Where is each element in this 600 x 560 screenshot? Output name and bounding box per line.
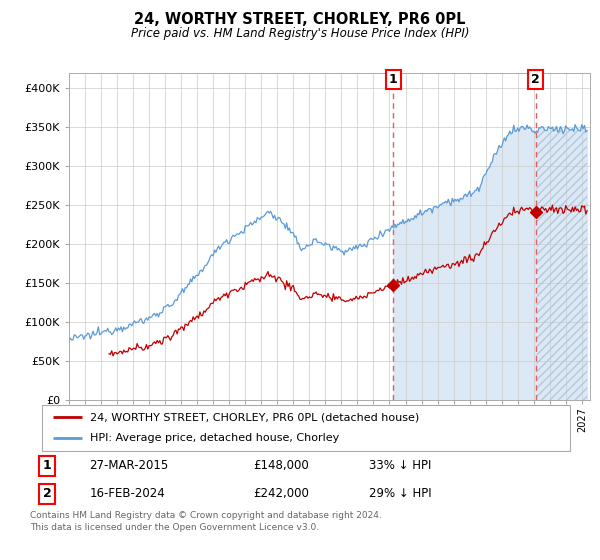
- Text: 2: 2: [43, 487, 52, 501]
- Text: 29% ↓ HPI: 29% ↓ HPI: [370, 487, 432, 501]
- Text: 2: 2: [531, 73, 540, 86]
- Text: 33% ↓ HPI: 33% ↓ HPI: [370, 459, 432, 473]
- Text: 1: 1: [389, 73, 398, 86]
- FancyBboxPatch shape: [42, 405, 570, 451]
- Text: 16-FEB-2024: 16-FEB-2024: [89, 487, 165, 501]
- Text: Price paid vs. HM Land Registry's House Price Index (HPI): Price paid vs. HM Land Registry's House …: [131, 27, 469, 40]
- Text: HPI: Average price, detached house, Chorley: HPI: Average price, detached house, Chor…: [89, 433, 339, 444]
- Text: £242,000: £242,000: [253, 487, 309, 501]
- Text: 1: 1: [43, 459, 52, 473]
- Text: 24, WORTHY STREET, CHORLEY, PR6 0PL (detached house): 24, WORTHY STREET, CHORLEY, PR6 0PL (det…: [89, 412, 419, 422]
- Text: £148,000: £148,000: [253, 459, 309, 473]
- Text: 27-MAR-2015: 27-MAR-2015: [89, 459, 169, 473]
- Text: 24, WORTHY STREET, CHORLEY, PR6 0PL: 24, WORTHY STREET, CHORLEY, PR6 0PL: [134, 12, 466, 27]
- Text: Contains HM Land Registry data © Crown copyright and database right 2024.
This d: Contains HM Land Registry data © Crown c…: [30, 511, 382, 531]
